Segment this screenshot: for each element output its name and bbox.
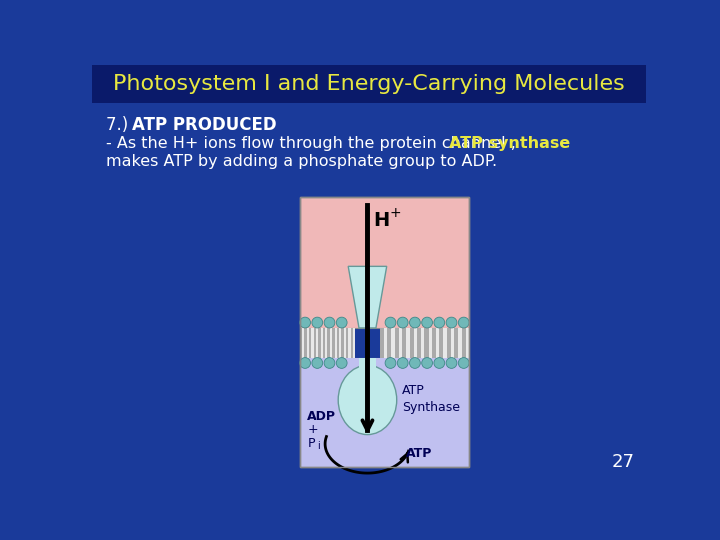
- Text: ATP PRODUCED: ATP PRODUCED: [132, 116, 276, 134]
- Ellipse shape: [338, 365, 397, 435]
- Bar: [323, 328, 325, 357]
- Bar: [439, 328, 444, 357]
- Bar: [410, 328, 414, 357]
- Bar: [318, 328, 320, 357]
- Circle shape: [324, 317, 335, 328]
- Bar: [300, 328, 302, 357]
- Text: +: +: [389, 206, 400, 220]
- Circle shape: [312, 357, 323, 368]
- Bar: [351, 328, 353, 357]
- Text: ATP synthase: ATP synthase: [449, 136, 570, 151]
- Text: Synthase: Synthase: [402, 401, 460, 414]
- Text: ATP: ATP: [406, 447, 432, 460]
- Bar: [300, 328, 355, 357]
- Bar: [305, 328, 307, 357]
- Bar: [300, 357, 469, 467]
- Circle shape: [434, 317, 445, 328]
- Text: +: +: [307, 423, 318, 436]
- Circle shape: [385, 357, 396, 368]
- Bar: [328, 328, 330, 357]
- Circle shape: [459, 357, 469, 368]
- Bar: [425, 328, 428, 357]
- Text: H: H: [374, 211, 390, 230]
- Bar: [341, 328, 344, 357]
- Circle shape: [397, 357, 408, 368]
- Bar: [300, 357, 469, 467]
- Bar: [379, 328, 469, 357]
- Circle shape: [385, 317, 396, 328]
- Circle shape: [434, 357, 445, 368]
- Circle shape: [422, 357, 433, 368]
- Bar: [417, 328, 421, 357]
- Circle shape: [336, 317, 347, 328]
- Circle shape: [446, 357, 457, 368]
- Circle shape: [446, 317, 457, 328]
- Bar: [379, 328, 384, 357]
- Circle shape: [410, 357, 420, 368]
- Bar: [402, 328, 406, 357]
- Bar: [395, 328, 399, 357]
- Text: ADP: ADP: [307, 410, 336, 423]
- Bar: [300, 197, 469, 467]
- Circle shape: [397, 317, 408, 328]
- Bar: [387, 328, 391, 357]
- Polygon shape: [348, 266, 387, 328]
- Bar: [300, 197, 469, 328]
- Bar: [314, 328, 316, 357]
- Text: - As the H+ ions flow through the protein channel ,: - As the H+ ions flow through the protei…: [106, 136, 521, 151]
- Bar: [337, 328, 339, 357]
- Bar: [346, 328, 348, 357]
- Text: P: P: [307, 437, 315, 450]
- Circle shape: [300, 357, 310, 368]
- Bar: [432, 328, 436, 357]
- Circle shape: [422, 317, 433, 328]
- Bar: [454, 328, 459, 357]
- Text: makes ATP by adding a phosphate group to ADP.: makes ATP by adding a phosphate group to…: [106, 154, 497, 170]
- Text: i: i: [318, 441, 320, 451]
- Bar: [309, 328, 312, 357]
- Text: 7.): 7.): [106, 116, 133, 134]
- Circle shape: [459, 317, 469, 328]
- Text: Photosystem I and Energy-Carrying Molecules: Photosystem I and Energy-Carrying Molecu…: [113, 74, 625, 94]
- Circle shape: [410, 317, 420, 328]
- Polygon shape: [359, 357, 376, 379]
- Circle shape: [336, 357, 347, 368]
- Bar: [92, 65, 647, 103]
- Bar: [447, 328, 451, 357]
- Text: 27: 27: [612, 454, 634, 471]
- Bar: [332, 328, 335, 357]
- Bar: [300, 197, 469, 467]
- Text: ATP: ATP: [402, 384, 425, 397]
- Circle shape: [324, 357, 335, 368]
- Circle shape: [300, 317, 310, 328]
- Bar: [462, 328, 466, 357]
- Circle shape: [312, 317, 323, 328]
